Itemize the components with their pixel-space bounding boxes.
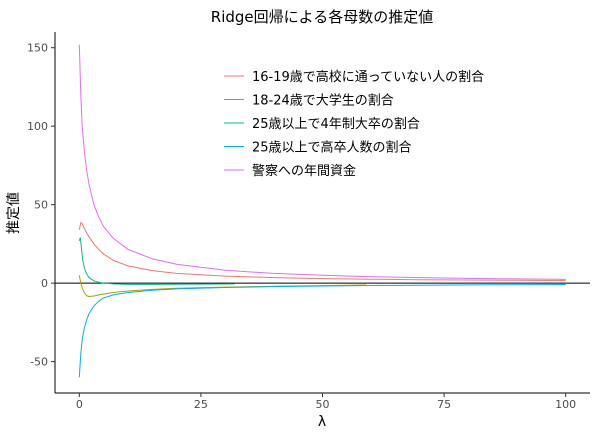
series-line-1 bbox=[78, 221, 566, 282]
x-axis-title: λ bbox=[318, 414, 326, 430]
x-tick-label: 25 bbox=[194, 398, 208, 411]
chart-title: Ridge回帰による各母数の推定値 bbox=[211, 8, 433, 26]
x-tick-label: 0 bbox=[76, 398, 83, 411]
x-tick-label: 100 bbox=[555, 398, 576, 411]
legend-label-3: 25歳以上で4年制大卒の割合 bbox=[252, 116, 420, 132]
legend-label-4: 25歳以上で高卒人数の割合 bbox=[252, 140, 412, 156]
y-tick-label: 0 bbox=[41, 277, 48, 290]
y-tick-label: 150 bbox=[27, 42, 48, 55]
y-tick-label: 100 bbox=[27, 120, 48, 133]
legend: 16-19歳で高校に通っていない人の割合 18-24歳で大学生の割合 25歳以上で4… bbox=[224, 69, 484, 179]
legend-label-2: 18-24歳で大学生の割合 bbox=[252, 93, 394, 109]
series-line-5 bbox=[78, 44, 566, 280]
y-tick-label: 50 bbox=[34, 199, 48, 212]
legend-label-5: 警察への年間資金 bbox=[252, 163, 356, 179]
plot-area: 0 25 50 75 100 -50 0 50 100 150 bbox=[27, 32, 590, 411]
x-tick-label: 75 bbox=[437, 398, 451, 411]
y-axis-title: 推定値 bbox=[6, 192, 22, 234]
y-tick-label: -50 bbox=[30, 356, 48, 369]
series-line-3 bbox=[78, 237, 236, 285]
x-tick-label: 50 bbox=[316, 398, 330, 411]
series-line-4 bbox=[78, 284, 566, 378]
legend-label-1: 16-19歳で高校に通っていない人の割合 bbox=[252, 69, 484, 85]
